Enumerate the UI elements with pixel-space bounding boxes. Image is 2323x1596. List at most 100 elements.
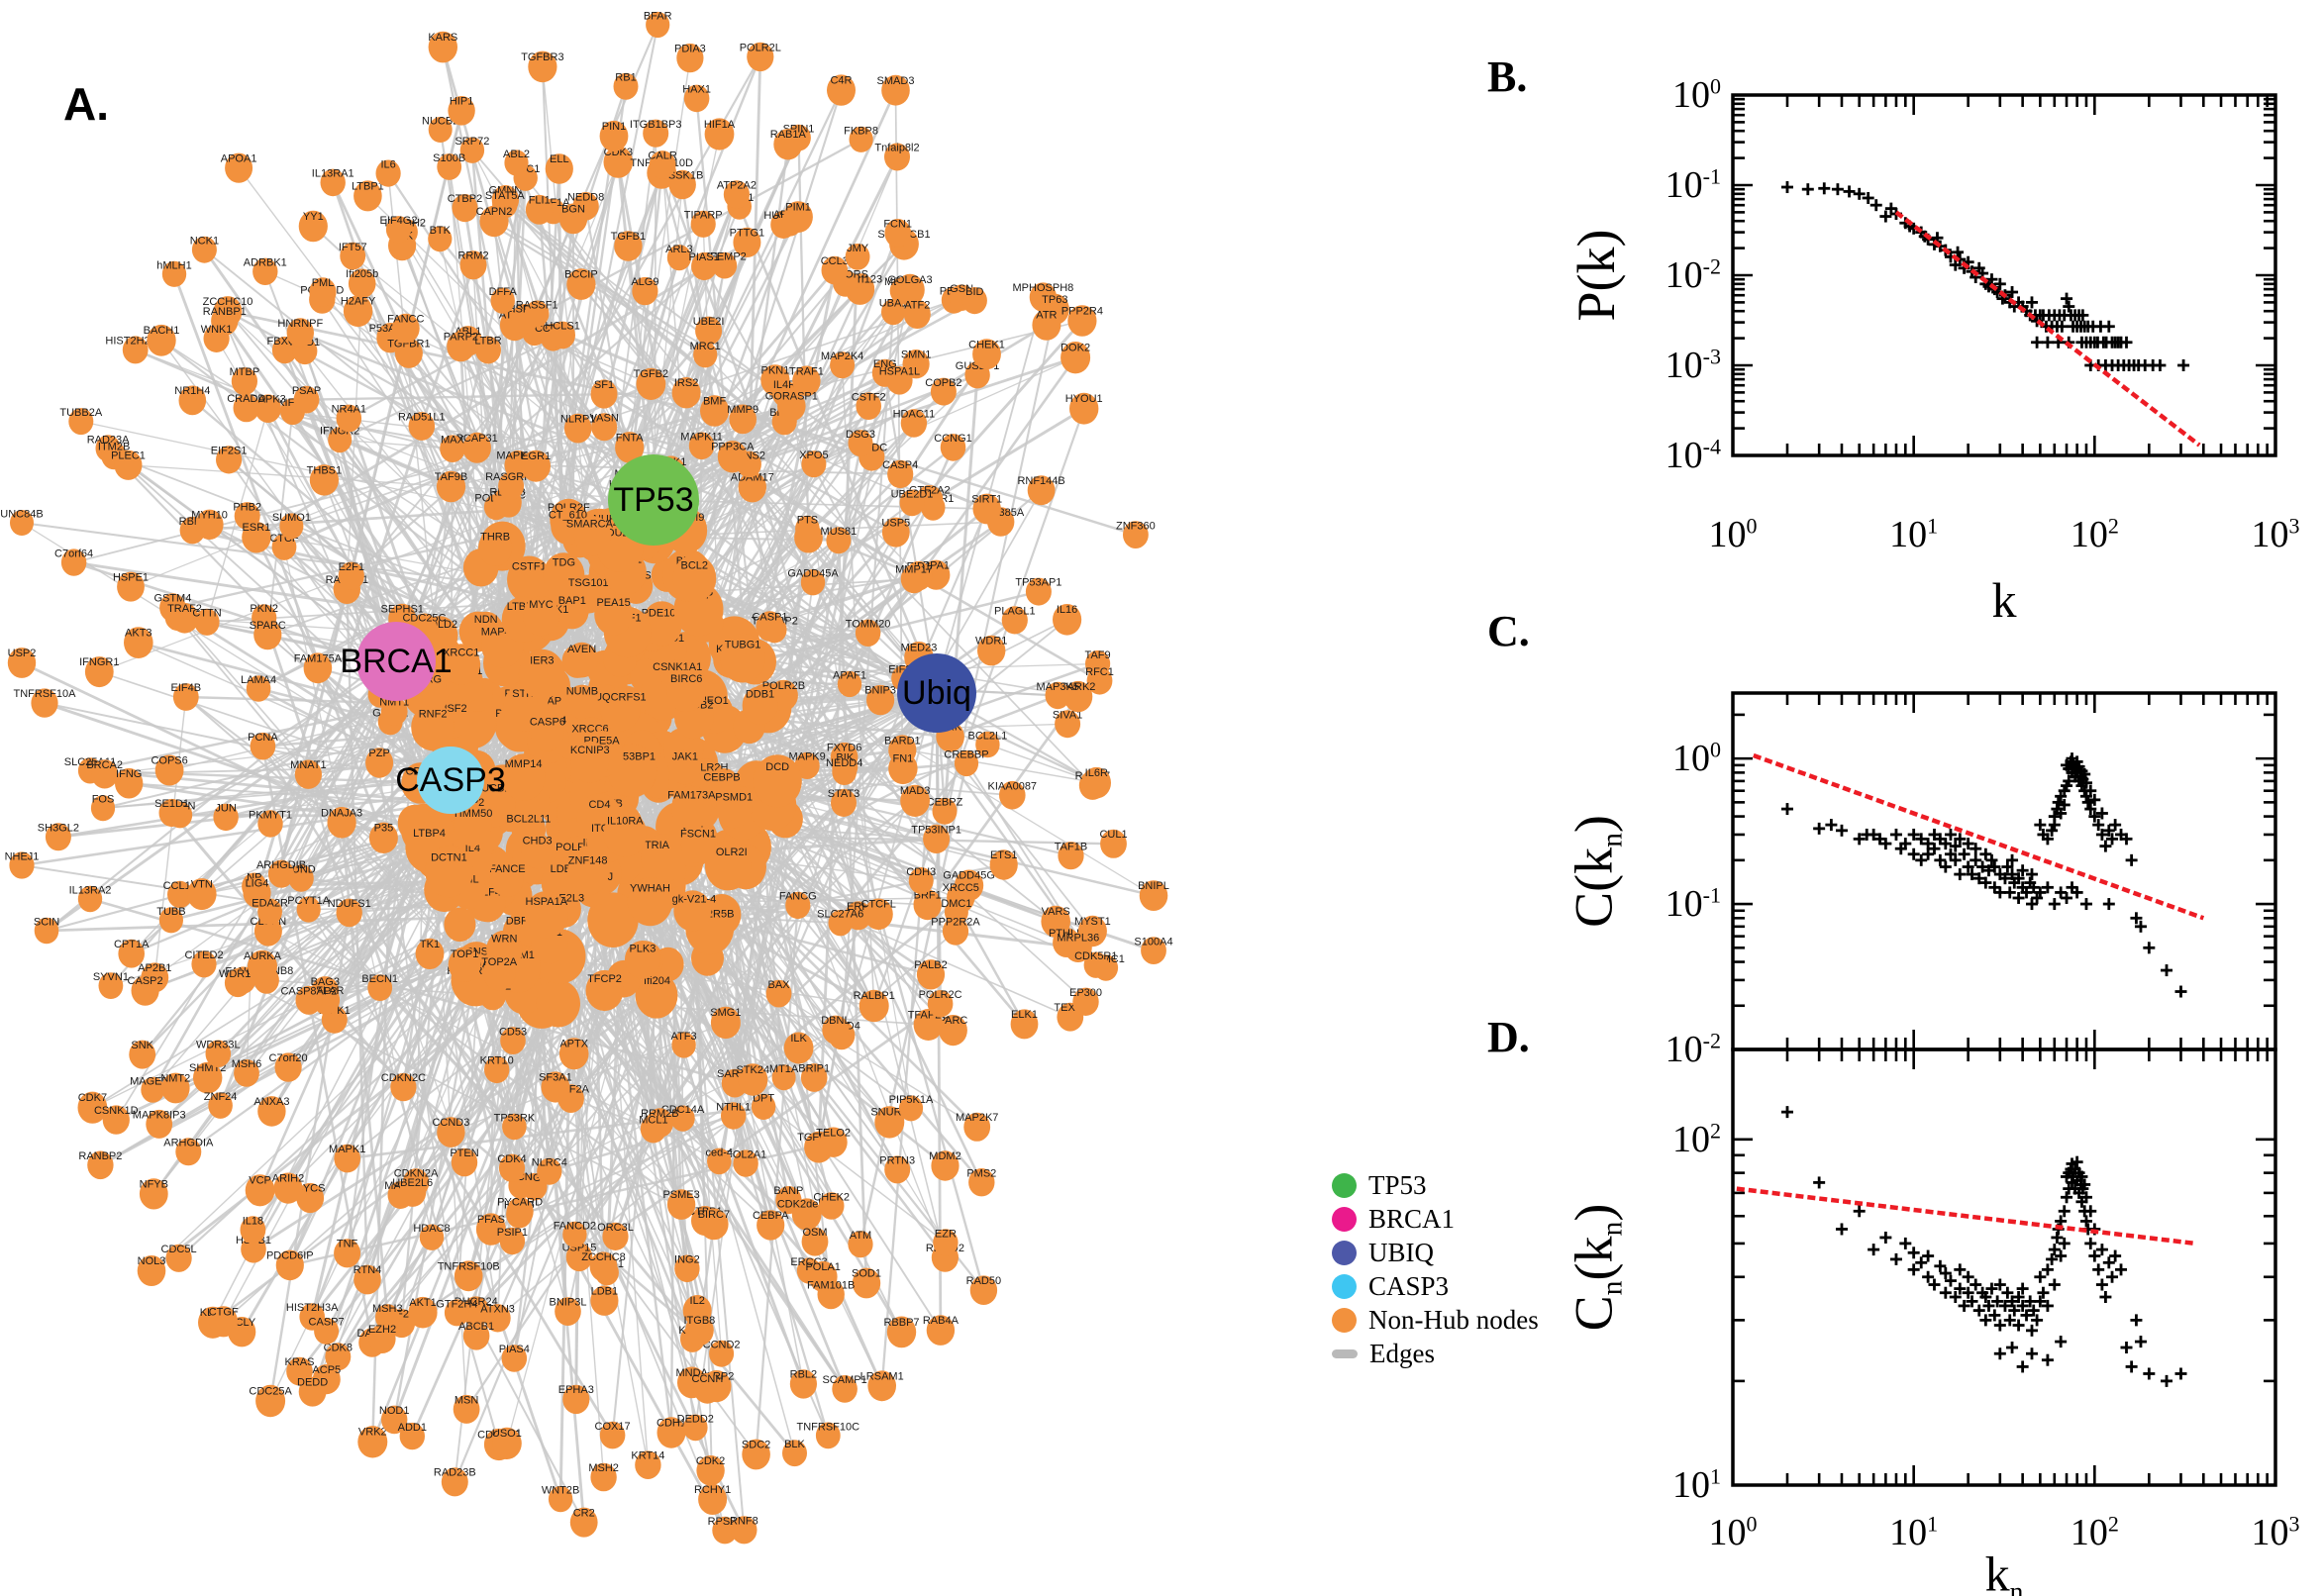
edge bbox=[569, 692, 939, 1100]
gene-node-label: PHB2 bbox=[233, 501, 261, 513]
gene-node-label: IL18 bbox=[243, 1215, 263, 1227]
gene-node-label: TK1 bbox=[420, 939, 440, 950]
gene-node-label: BNIP3 bbox=[864, 685, 896, 697]
gene-node-label: FAM173A bbox=[667, 790, 716, 802]
gene-node-label: RASSF1 bbox=[516, 299, 558, 311]
gene-node-label: PTTG1 bbox=[730, 228, 764, 240]
gene-node-label: MMP17 bbox=[895, 564, 933, 576]
gene-node bbox=[590, 379, 618, 409]
gene-node-label: ETS1 bbox=[990, 849, 1018, 861]
gene-node-label: S100A4 bbox=[1134, 936, 1172, 948]
gene-node-label: BAX bbox=[767, 979, 790, 991]
edge bbox=[949, 736, 1097, 966]
gene-node-label: TGFB1 bbox=[611, 231, 646, 243]
gene-node-label: PSME3 bbox=[662, 1189, 699, 1201]
gene-node-label: IFT57 bbox=[339, 242, 367, 253]
gene-node bbox=[441, 1467, 468, 1497]
gene-node bbox=[926, 1315, 956, 1346]
edge bbox=[653, 373, 978, 502]
gene-node-label: TNFRSF10C bbox=[797, 1421, 860, 1433]
scatter-points-b bbox=[1780, 181, 2190, 371]
gene-node-label: CDKN2A bbox=[394, 1168, 439, 1180]
plot-panel-c bbox=[1731, 691, 2277, 1051]
gene-node bbox=[930, 377, 957, 406]
legend-item-ubiq: UBIQ bbox=[1332, 1236, 1539, 1269]
gene-node-label: NUCB2 bbox=[422, 116, 458, 128]
gene-node bbox=[558, 1038, 589, 1070]
gene-node-filler bbox=[536, 979, 580, 1028]
gene-node-label: CDK5R1 bbox=[1074, 950, 1117, 962]
gene-node bbox=[296, 1182, 325, 1214]
gene-node-label: DOK2 bbox=[1060, 343, 1090, 354]
gene-node-label: PEA15 bbox=[596, 597, 630, 609]
gene-node-label: IL13RA1 bbox=[312, 168, 354, 180]
gene-node bbox=[1055, 710, 1081, 739]
gene-node-label: PSMD1 bbox=[715, 791, 753, 803]
gene-node bbox=[408, 1296, 438, 1329]
gene-node bbox=[832, 1375, 858, 1403]
gene-node-label: GADD45G bbox=[943, 870, 995, 882]
gene-node-label: PIP5K1A bbox=[889, 1094, 934, 1106]
gene-node-label: ING2 bbox=[674, 1254, 700, 1266]
gene-node-label: UBE2L6 bbox=[392, 1177, 433, 1189]
gene-node-label: DFFA bbox=[489, 286, 518, 298]
gene-node-label: POLR2B bbox=[762, 680, 805, 692]
edge bbox=[748, 56, 762, 465]
gene-node bbox=[977, 635, 1006, 666]
gene-node-label: HSPA1A bbox=[526, 896, 568, 908]
edge bbox=[303, 350, 404, 620]
gene-node-label: ERH bbox=[847, 901, 869, 913]
gene-node bbox=[502, 1113, 527, 1141]
gene-node bbox=[731, 1516, 758, 1545]
gene-node-label: TGFBR3 bbox=[521, 51, 563, 63]
edge bbox=[490, 800, 916, 1231]
gene-node bbox=[562, 1384, 590, 1415]
gene-node-label: BTK bbox=[430, 225, 452, 237]
gene-node-label: CDK8 bbox=[324, 1342, 353, 1353]
gene-node bbox=[461, 1296, 490, 1327]
gene-node bbox=[193, 1061, 223, 1094]
gene-node-label: PML bbox=[312, 277, 335, 289]
gene-node-label: RAD23B bbox=[434, 1467, 476, 1479]
gene-node-label: ATM bbox=[850, 1230, 871, 1242]
gene-node bbox=[298, 210, 328, 243]
gene-node bbox=[927, 990, 954, 1018]
ytick-label-c: 10-2 bbox=[1665, 1028, 1721, 1070]
gene-node bbox=[294, 759, 322, 789]
gene-node-label: STAT5A bbox=[485, 190, 526, 202]
gene-node-label: CR2 bbox=[573, 1507, 595, 1519]
gene-node-label: MAPK1 bbox=[329, 1144, 365, 1155]
edge bbox=[883, 372, 939, 694]
gene-node bbox=[600, 687, 641, 732]
gene-node bbox=[602, 1222, 629, 1250]
gene-node-label: CREBBP bbox=[944, 749, 988, 761]
edge bbox=[307, 773, 727, 1532]
gene-node-label: IER3 bbox=[530, 654, 554, 666]
ytick-label-d: 101 bbox=[1672, 1463, 1721, 1506]
panel-b-label: B. bbox=[1487, 52, 1528, 101]
edge bbox=[102, 779, 452, 810]
gene-node-label: NR4A1 bbox=[332, 404, 366, 416]
gene-node-label: LDB1 bbox=[591, 1285, 619, 1297]
gene-node-label: RNF8 bbox=[730, 1515, 758, 1527]
gene-node bbox=[603, 146, 634, 178]
gene-node-label: BCL2 bbox=[681, 559, 709, 571]
gene-node-label: TOP2A bbox=[481, 956, 518, 968]
gene-node-label: TFCP2 bbox=[587, 973, 622, 985]
gene-node-label: MYC bbox=[529, 599, 554, 611]
edge bbox=[307, 909, 465, 1163]
gene-node-filler bbox=[444, 907, 476, 943]
legend-item-tp53: TP53 bbox=[1332, 1168, 1539, 1202]
gene-node-label: CTGF bbox=[209, 1306, 239, 1318]
gene-node-label: WDR1 bbox=[975, 636, 1007, 648]
gene-node-label: BIRC6 bbox=[670, 673, 702, 685]
gene-node-label: HDAC11 bbox=[893, 408, 936, 420]
gene-node-label: SF3A1 bbox=[539, 1072, 572, 1084]
gene-node bbox=[794, 751, 820, 780]
gene-node bbox=[444, 1299, 469, 1327]
gene-node-label: SNK bbox=[131, 1040, 153, 1051]
gene-node-label: CD53 bbox=[499, 1026, 527, 1038]
gene-node-label: LTBP4 bbox=[413, 828, 446, 840]
legend-item-edges: Edges bbox=[1332, 1337, 1539, 1370]
edge bbox=[894, 90, 904, 750]
